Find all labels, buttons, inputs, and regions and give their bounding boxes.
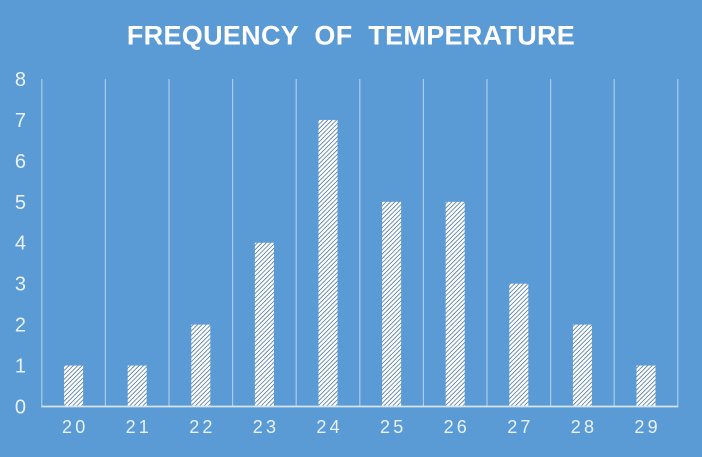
svg-text:25: 25 bbox=[380, 417, 406, 437]
svg-text:0: 0 bbox=[15, 397, 26, 419]
svg-text:3: 3 bbox=[15, 274, 26, 296]
svg-text:29: 29 bbox=[634, 417, 660, 437]
svg-text:26: 26 bbox=[444, 417, 470, 437]
svg-text:8: 8 bbox=[15, 69, 26, 91]
svg-text:1: 1 bbox=[15, 356, 26, 378]
svg-text:4: 4 bbox=[15, 233, 26, 255]
svg-text:5: 5 bbox=[15, 192, 26, 214]
svg-text:24: 24 bbox=[316, 417, 342, 437]
svg-text:22: 22 bbox=[189, 417, 215, 437]
svg-text:FREQUENCY OF TEMPERATURE: FREQUENCY OF TEMPERATURE bbox=[127, 21, 575, 51]
svg-text:28: 28 bbox=[571, 417, 597, 437]
svg-text:6: 6 bbox=[15, 151, 26, 173]
svg-text:27: 27 bbox=[507, 417, 533, 437]
svg-text:7: 7 bbox=[15, 110, 26, 132]
svg-text:2: 2 bbox=[15, 315, 26, 337]
svg-text:21: 21 bbox=[126, 417, 152, 437]
svg-text:23: 23 bbox=[253, 417, 279, 437]
svg-text:20: 20 bbox=[62, 417, 88, 437]
